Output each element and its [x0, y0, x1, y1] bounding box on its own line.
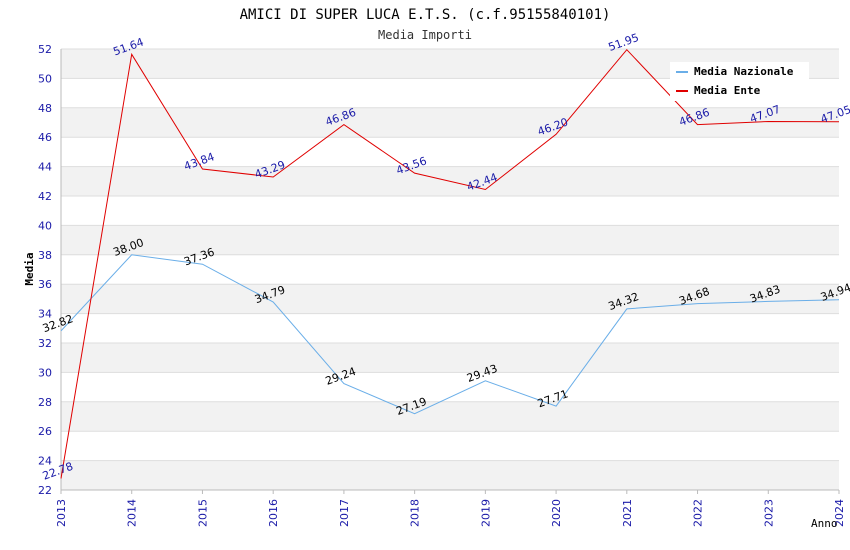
- gridlines: [61, 48, 839, 491]
- x-tick-label: 2023: [762, 499, 775, 527]
- y-tick-label: 44: [38, 161, 52, 174]
- y-tick-label: 36: [38, 278, 52, 291]
- background-band: [61, 460, 839, 490]
- y-tick-label: 28: [38, 396, 52, 409]
- x-tick-label: 2017: [338, 499, 351, 527]
- background-band: [61, 401, 839, 432]
- x-tick-label: 2022: [692, 499, 705, 527]
- y-tick-label: 24: [38, 455, 52, 468]
- x-tick-label: 2024: [833, 499, 846, 527]
- y-tick-label: 40: [38, 219, 52, 232]
- y-tick-label: 34: [38, 308, 52, 321]
- background-band: [61, 284, 839, 314]
- legend: Media Nazionale Media Ente: [670, 62, 809, 101]
- x-tick-label: 2018: [409, 499, 422, 527]
- y-tick-label: 30: [38, 366, 52, 379]
- background-band: [61, 225, 839, 255]
- x-tick-label: 2013: [55, 499, 68, 527]
- y-tick-label: 32: [38, 337, 52, 350]
- legend-box: [670, 62, 809, 101]
- background-band: [61, 343, 839, 373]
- series-lines: [60, 48, 840, 479]
- y-tick-label: 38: [38, 249, 52, 262]
- background-bands: [61, 49, 839, 490]
- series-line-media-ente: [60, 48, 840, 479]
- background-band: [61, 107, 839, 138]
- x-tick-label: 2014: [126, 499, 139, 527]
- y-tick-label: 52: [38, 43, 52, 56]
- y-tick-labels: 22 24 26 28 30 32 34 36 38 40 42 44 46 48 50 52: [38, 43, 52, 497]
- x-tick-label: 2015: [196, 499, 209, 527]
- chart-subtitle: Media Importi: [378, 28, 472, 42]
- x-tick-label: 2016: [267, 499, 280, 527]
- x-tick-labels: 2013 2014 2015 2016 2017 2018 2019 2020 2021 2022…: [55, 499, 846, 527]
- series-line-media-nazionale: [60, 254, 840, 415]
- y-tick-label: 50: [38, 72, 52, 85]
- x-axis-title: Anno: [811, 517, 838, 530]
- y-tick-label: 48: [38, 102, 52, 115]
- chart-title: AMICI DI SUPER LUCA E.T.S. (c.f.95155840…: [240, 7, 611, 23]
- legend-label-media-ente: Media Ente: [694, 84, 761, 97]
- axes: [60, 49, 840, 494]
- y-tick-label: 42: [38, 190, 52, 203]
- x-tick-label: 2021: [621, 499, 634, 527]
- y-tick-label: 26: [38, 425, 52, 438]
- y-tick-label: 22: [38, 484, 52, 497]
- y-tick-label: 46: [38, 131, 52, 144]
- legend-label-media-nazionale: Media Nazionale: [694, 65, 794, 78]
- x-tick-label: 2019: [479, 499, 492, 527]
- y-axis-title: Media: [23, 252, 36, 285]
- x-tick-label: 2020: [550, 499, 563, 527]
